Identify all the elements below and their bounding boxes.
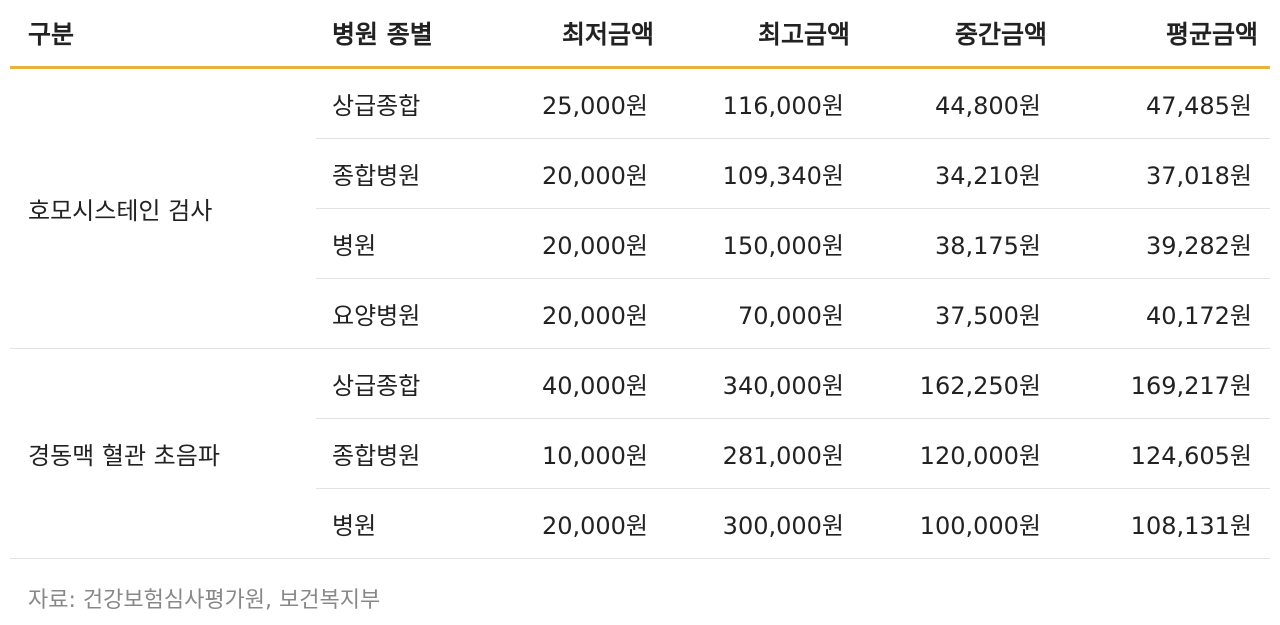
cell-hospital-type: 상급종합 <box>316 348 516 419</box>
header-median-price: 중간금액 <box>862 0 1059 69</box>
cell-min-price: 25,000원 <box>516 67 666 139</box>
cell-hospital-type: 병원 <box>316 208 516 279</box>
cell-median-price: 34,210원 <box>862 138 1059 209</box>
group-name-homocysteine: 호모시스테인 검사 <box>10 67 316 349</box>
table-header: 구분 병원 종별 최저금액 최고금액 중간금액 평균금액 <box>10 0 1270 69</box>
table-row: 종합병원 20,000원 109,340원 34,210원 37,018원 <box>10 138 1270 209</box>
table-row: 병원 20,000원 300,000원 100,000원 108,131원 <box>10 488 1270 559</box>
group-name-carotid-ultrasound: 경동맥 혈관 초음파 <box>10 348 316 559</box>
cell-max-price: 281,000원 <box>666 418 862 489</box>
header-category: 구분 <box>10 0 316 69</box>
table-body: 호모시스테인 검사 상급종합 25,000원 116,000원 44,800원 … <box>10 67 1270 559</box>
cell-max-price: 109,340원 <box>666 138 862 209</box>
cell-max-price: 150,000원 <box>666 208 862 279</box>
cell-median-price: 38,175원 <box>862 208 1059 279</box>
cell-min-price: 20,000원 <box>516 138 666 209</box>
cell-max-price: 300,000원 <box>666 488 862 559</box>
cell-median-price: 44,800원 <box>862 67 1059 139</box>
cell-min-price: 40,000원 <box>516 348 666 419</box>
cell-avg-price: 40,172원 <box>1059 278 1270 349</box>
header-min-price: 최저금액 <box>516 0 666 69</box>
header-hospital-type: 병원 종별 <box>316 0 516 69</box>
table-row: 종합병원 10,000원 281,000원 120,000원 124,605원 <box>10 418 1270 489</box>
header-avg-price: 평균금액 <box>1059 0 1270 69</box>
cell-median-price: 37,500원 <box>862 278 1059 349</box>
cell-max-price: 70,000원 <box>666 278 862 349</box>
cell-min-price: 20,000원 <box>516 278 666 349</box>
cell-hospital-type: 종합병원 <box>316 138 516 209</box>
cell-avg-price: 47,485원 <box>1059 67 1270 139</box>
cell-max-price: 340,000원 <box>666 348 862 419</box>
cell-min-price: 10,000원 <box>516 418 666 489</box>
table-row: 경동맥 혈관 초음파 상급종합 40,000원 340,000원 162,250… <box>10 348 1270 559</box>
header-max-price: 최고금액 <box>666 0 862 69</box>
source-note: 자료: 건강보험심사평가원, 보건복지부 <box>28 588 381 613</box>
cell-avg-price: 39,282원 <box>1059 208 1270 279</box>
cell-hospital-type: 상급종합 <box>316 67 516 139</box>
cell-min-price: 20,000원 <box>516 488 666 559</box>
cell-median-price: 100,000원 <box>862 488 1059 559</box>
cell-min-price: 20,000원 <box>516 208 666 279</box>
cell-avg-price: 108,131원 <box>1059 488 1270 559</box>
cell-avg-price: 124,605원 <box>1059 418 1270 489</box>
table-row: 요양병원 20,000원 70,000원 37,500원 40,172원 <box>10 278 1270 349</box>
price-comparison-table: 구분 병원 종별 최저금액 최고금액 중간금액 평균금액 호모시스테인 검사 상… <box>10 0 1270 559</box>
cell-median-price: 162,250원 <box>862 348 1059 419</box>
cell-median-price: 120,000원 <box>862 418 1059 489</box>
cell-hospital-type: 요양병원 <box>316 278 516 349</box>
cell-max-price: 116,000원 <box>666 67 862 139</box>
table-row: 병원 20,000원 150,000원 38,175원 39,282원 <box>10 208 1270 279</box>
table-row: 호모시스테인 검사 상급종합 25,000원 116,000원 44,800원 … <box>10 67 1270 349</box>
header-row: 구분 병원 종별 최저금액 최고금액 중간금액 평균금액 <box>10 0 1270 69</box>
cell-avg-price: 37,018원 <box>1059 138 1270 209</box>
cell-avg-price: 169,217원 <box>1059 348 1270 419</box>
cell-hospital-type: 병원 <box>316 488 516 559</box>
cell-hospital-type: 종합병원 <box>316 418 516 489</box>
